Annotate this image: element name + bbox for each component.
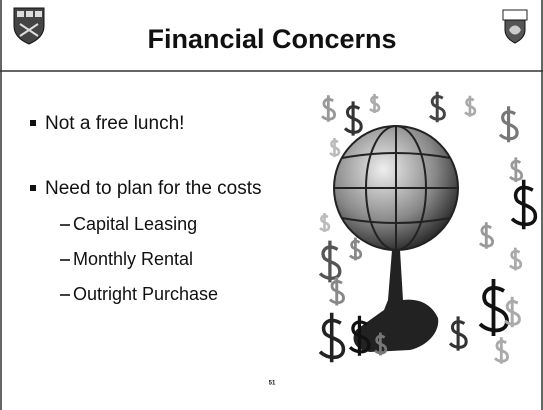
dollar-symbol xyxy=(498,106,519,143)
dollar-symbol xyxy=(503,296,521,328)
dollar-symbol xyxy=(478,222,495,249)
page-number: 51 xyxy=(269,381,276,387)
dollar-symbol xyxy=(464,95,477,117)
bullet-text: Not a free lunch! xyxy=(45,113,184,134)
dollar-symbol xyxy=(374,332,388,356)
dollar-symbol xyxy=(319,213,331,232)
bullet-marker xyxy=(30,120,36,126)
dollar-symbol xyxy=(328,277,345,306)
dollar-symbol xyxy=(320,95,337,122)
dollar-symbol xyxy=(348,315,371,356)
dollar-symbol xyxy=(448,316,468,351)
dollar-symbol xyxy=(478,279,509,336)
bullet-marker xyxy=(30,185,36,191)
dollar-symbol xyxy=(369,94,381,113)
dollar-symbol xyxy=(493,337,510,364)
dollar-symbol xyxy=(318,312,346,363)
dollar-symbol xyxy=(509,157,524,183)
dollar-symbol xyxy=(349,237,363,261)
dollar-symbol xyxy=(343,101,363,136)
dollar-symbol xyxy=(510,179,538,230)
left-logo xyxy=(13,7,45,45)
right-logo xyxy=(502,9,528,44)
dollar-symbol xyxy=(428,91,446,123)
sub-bullet-text: Capital Leasing xyxy=(73,214,197,234)
sub-bullet-text: Outright Purchase xyxy=(73,284,218,304)
dollar-symbol xyxy=(509,247,523,271)
illustration xyxy=(318,91,538,364)
hand xyxy=(353,250,439,352)
bullet-text: Need to plan for the costs xyxy=(45,178,262,199)
slide-title: Financial Concerns xyxy=(147,24,396,54)
dollar-symbol xyxy=(318,240,342,283)
sub-bullet-text: Monthly Rental xyxy=(73,249,193,269)
dollar-symbol xyxy=(329,138,341,157)
